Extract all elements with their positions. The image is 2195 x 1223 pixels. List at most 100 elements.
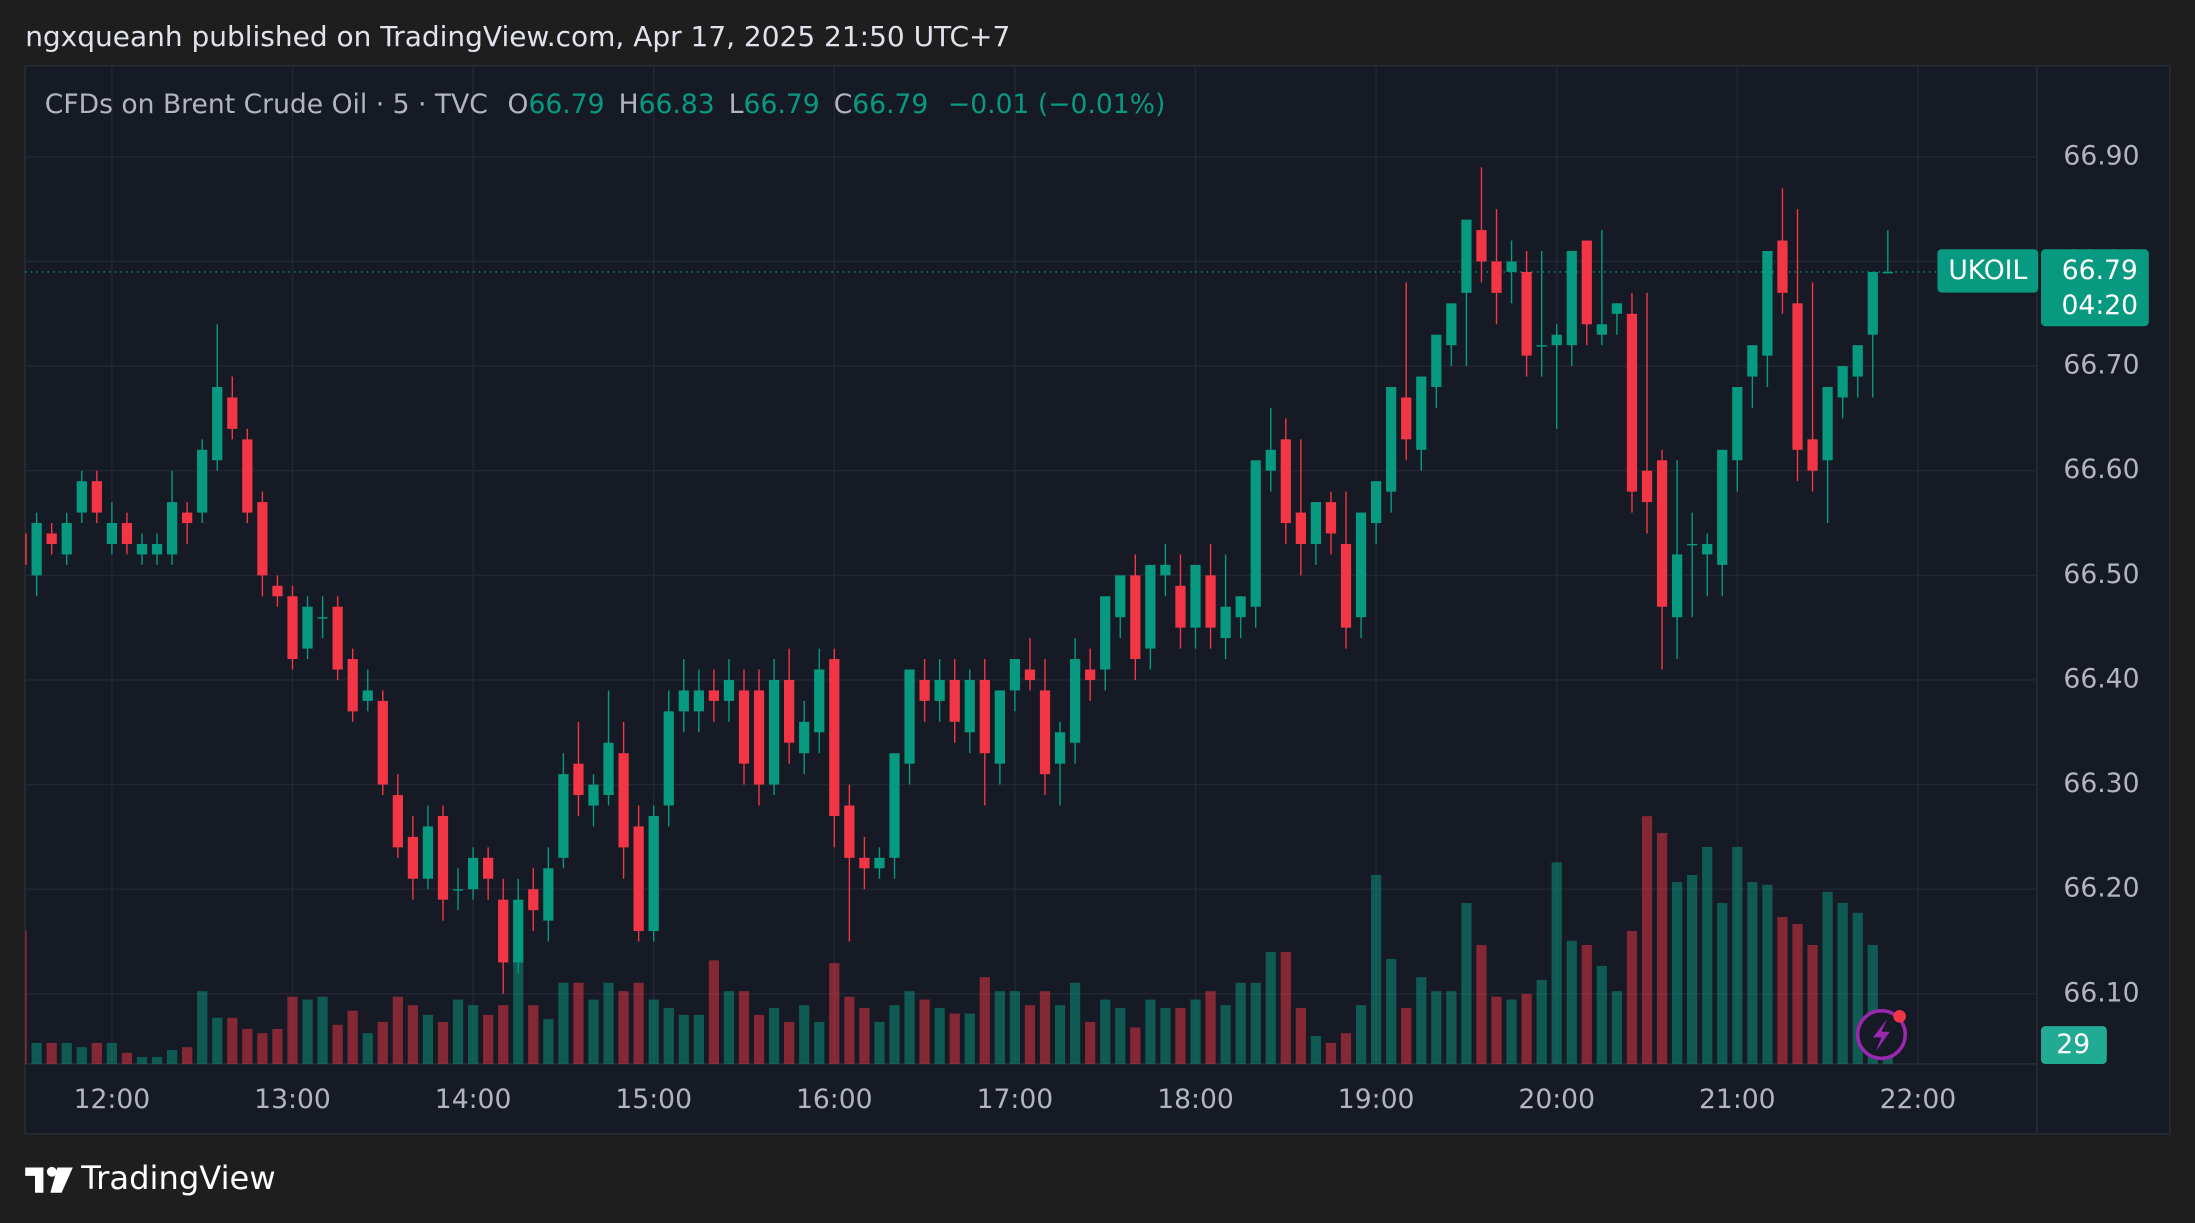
- logo-shape: [46, 1166, 57, 1177]
- volume-bar: [1355, 1005, 1367, 1064]
- volume-bar: [558, 982, 569, 1064]
- volume-bar: [317, 996, 328, 1064]
- volume-bar: [452, 999, 464, 1064]
- volume-bar: [1596, 965, 1607, 1064]
- volume-bar: [874, 1021, 885, 1064]
- x-tick-label: 22:00: [1880, 1084, 1957, 1115]
- volume-bar: [994, 991, 1005, 1064]
- candle-body: [136, 543, 148, 555]
- volume-bar: [467, 1005, 479, 1064]
- volume-bar: [1295, 1007, 1306, 1064]
- volume-bar: [814, 1021, 825, 1064]
- volume-bar: [1822, 891, 1833, 1064]
- candle-body: [1687, 543, 1698, 546]
- candle-body: [106, 523, 118, 544]
- volume-bar: [844, 996, 855, 1064]
- volume-bar: [543, 1019, 554, 1064]
- volume-bar: [1626, 930, 1638, 1064]
- candle-body: [31, 523, 42, 576]
- candle-body: [1340, 543, 1352, 628]
- candle-body: [618, 753, 629, 848]
- y-tick-label: 66.10: [2063, 977, 2139, 1008]
- volume-bar: [513, 958, 524, 1064]
- volume-bar: [347, 1010, 358, 1064]
- candle-body: [1280, 439, 1291, 524]
- price-tag: [2041, 249, 2149, 327]
- candle-body: [46, 533, 57, 544]
- volume-bar: [422, 1014, 434, 1064]
- volume-bar: [784, 1021, 795, 1064]
- candle-body: [904, 669, 915, 764]
- volume-bar: [1777, 916, 1788, 1064]
- candle-body: [407, 836, 419, 879]
- volume-bar: [768, 1007, 780, 1064]
- symbol-tag: [1937, 249, 2039, 293]
- volume-bar: [1491, 996, 1502, 1064]
- candle-body: [1852, 345, 1863, 377]
- volume-bar: [1205, 991, 1216, 1064]
- ohlc-label: O: [508, 89, 529, 120]
- volume-bar: [949, 1013, 960, 1064]
- x-tick-label: 12:00: [74, 1084, 151, 1115]
- volume-bar: [1265, 951, 1276, 1064]
- candle-body: [784, 679, 795, 743]
- volume-bar: [1340, 1033, 1352, 1064]
- candle-body: [1521, 271, 1532, 356]
- volume-bar: [1566, 940, 1577, 1064]
- volume-bar: [618, 991, 629, 1064]
- volume-bar: [1521, 993, 1532, 1064]
- volume-bar: [1115, 1007, 1126, 1064]
- volume-bar: [1717, 902, 1728, 1064]
- volume-bar: [648, 999, 659, 1064]
- footer-brand: TradingView: [80, 1159, 275, 1197]
- volume-bar: [1762, 884, 1773, 1064]
- candle-body: [377, 700, 388, 785]
- candle-body: [1431, 334, 1442, 388]
- volume-bar: [1009, 991, 1021, 1064]
- candle-body: [437, 815, 449, 900]
- candle-body: [874, 857, 885, 869]
- volume-bar: [799, 1005, 810, 1064]
- candle-body: [768, 679, 780, 785]
- candle-body: [1130, 575, 1141, 660]
- candle-body: [212, 387, 223, 461]
- x-tick-label: 20:00: [1518, 1084, 1595, 1115]
- candle-body: [452, 889, 464, 891]
- volume-bar: [934, 1007, 945, 1064]
- alert-icon[interactable]: [1855, 1008, 1907, 1061]
- candle-body: [558, 774, 569, 858]
- candle-body: [498, 899, 509, 963]
- candle-body: [467, 857, 479, 890]
- candle-body: [362, 690, 373, 701]
- volume-bar: [1431, 991, 1442, 1064]
- legend-low: 66.79: [744, 89, 820, 120]
- candle-body: [1717, 449, 1728, 565]
- candle-body: [753, 690, 765, 785]
- price-tag-text: 66.79: [2062, 255, 2138, 286]
- volume-bar: [242, 1028, 253, 1064]
- candle-body: [1762, 251, 1773, 356]
- candle-body: [1882, 271, 1893, 274]
- candle-body: [708, 690, 720, 701]
- candle-body: [1777, 240, 1788, 293]
- volume-bar: [738, 991, 750, 1064]
- x-tick-label: 13:00: [254, 1084, 331, 1115]
- tradingview-logo: TradingView: [25, 1159, 276, 1197]
- candle-body: [1416, 376, 1427, 450]
- volume-bar: [1611, 991, 1623, 1064]
- x-tick-label: 14:00: [435, 1084, 512, 1115]
- candle-body: [1370, 481, 1382, 524]
- legend-high: 66.83: [639, 89, 715, 120]
- volume-bar: [76, 1047, 87, 1064]
- volume-bar: [1837, 902, 1848, 1064]
- volume-bar: [829, 963, 840, 1064]
- volume-bar: [1039, 991, 1051, 1064]
- candle-body: [1656, 460, 1668, 607]
- volume-bar: [1882, 1055, 1893, 1064]
- volume-bar: [1852, 912, 1863, 1064]
- volume-bar: [61, 1042, 72, 1064]
- candle-body: [648, 815, 659, 932]
- candle-body: [1069, 659, 1081, 743]
- x-tick-label: 17:00: [977, 1084, 1054, 1115]
- volume-bar: [1416, 977, 1427, 1064]
